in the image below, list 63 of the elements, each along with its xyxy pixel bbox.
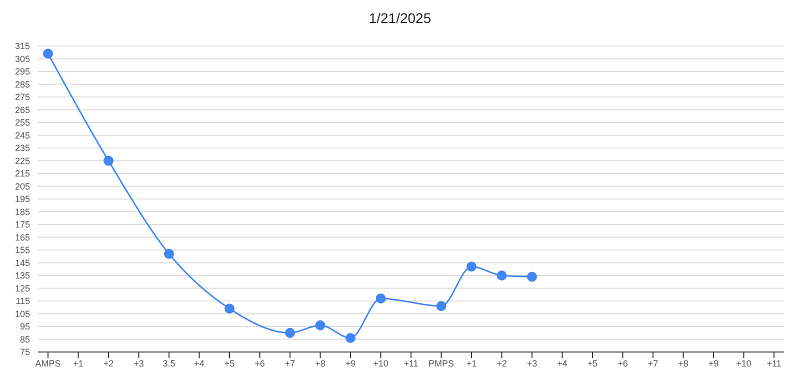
chart-title: 1/21/2025	[368, 9, 432, 28]
point	[224, 304, 234, 314]
y-tick-label: 195	[14, 194, 30, 204]
y-tick-label: 105	[14, 308, 30, 319]
x-tick-label: +3	[526, 358, 538, 368]
y-tick-label: 245	[14, 130, 30, 140]
y-tick-label: 205	[14, 181, 30, 192]
y-tick-label: 215	[14, 168, 30, 179]
point	[436, 301, 446, 312]
x-tick-label: +11	[766, 358, 782, 368]
y-tick-label: 235	[14, 143, 30, 154]
y-tick-label: 155	[14, 245, 30, 256]
point	[315, 320, 326, 330]
x-tick-label: +1	[466, 358, 477, 368]
x-tick-label: +10	[373, 358, 388, 368]
y-tick-label: 145	[14, 258, 30, 268]
x-tick-label: +5	[224, 358, 235, 368]
y-tick-label: 305	[14, 54, 30, 64]
y-tick-label: 275	[14, 92, 30, 102]
x-tick-label: +6	[618, 358, 628, 368]
y-tick-label: 175	[14, 220, 30, 230]
y-tick-label: 75	[20, 347, 30, 358]
y-tick-label: 265	[14, 104, 30, 115]
x-tick-label: +7	[648, 358, 658, 368]
point	[104, 156, 114, 166]
point	[376, 293, 386, 304]
y-tick-label: 225	[14, 156, 30, 166]
point	[496, 270, 507, 280]
point	[164, 248, 174, 259]
x-tick-label: 3.5	[162, 358, 176, 368]
y-tick-label: 115	[16, 296, 30, 306]
x-tick-label: +3	[134, 358, 144, 368]
x-tick-label: +9	[345, 358, 356, 368]
y-tick-label: 95	[20, 322, 30, 332]
y-tick-label: 125	[14, 283, 30, 294]
point	[346, 332, 356, 343]
x-tick-label: +9	[708, 358, 719, 368]
x-tick-label: AMPS	[35, 358, 61, 368]
x-tick-label: +2	[496, 358, 507, 368]
y-tick-label: 295	[14, 66, 30, 77]
x-tick-label: +5	[587, 358, 598, 368]
x-tick-label: +4	[194, 358, 204, 368]
x-tick-label: +7	[284, 358, 296, 368]
y-tick-label: 165	[14, 232, 30, 242]
x-tick-label: +10	[736, 358, 752, 368]
x-tick-label: +1	[73, 358, 84, 368]
point	[285, 328, 295, 338]
point	[527, 272, 537, 282]
x-tick-label: +2	[103, 358, 114, 368]
y-tick-label: 135	[14, 270, 30, 281]
x-tick-label: +8	[678, 358, 688, 368]
point	[466, 262, 476, 272]
y-tick-label: 285	[14, 79, 30, 90]
x-tick-label: +4	[557, 358, 568, 368]
x-tick-label: +6	[254, 358, 265, 368]
y-tick-label: 315	[14, 41, 30, 52]
point	[43, 48, 53, 59]
x-tick-label: +8	[315, 358, 326, 368]
y-tick-label: 255	[14, 118, 30, 128]
y-tick-label: 185	[14, 206, 30, 217]
y-tick-label: 85	[20, 334, 30, 344]
x-tick-label: PMPS	[428, 358, 454, 368]
x-tick-label: +11	[404, 358, 418, 368]
